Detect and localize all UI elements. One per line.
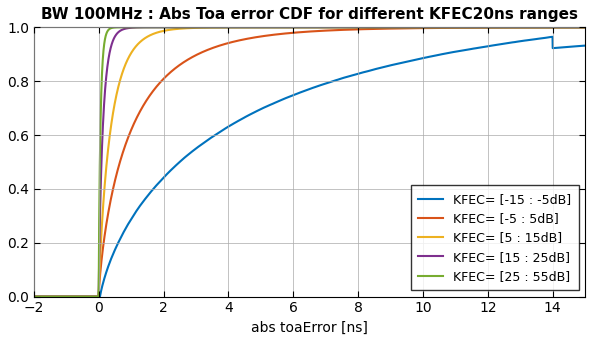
KFEC= [-5 : 5dB]: (-2, 0): 5dB]: (-2, 0) — [30, 294, 37, 299]
KFEC= [-15 : -5dB]: (5.26, 0.71): -5dB]: (5.26, 0.71) — [266, 103, 273, 107]
KFEC= [5 : 15dB]: (-0.0614, 0): 15dB]: (-0.0614, 0) — [93, 294, 100, 299]
KFEC= [-5 : 5dB]: (-0.0614, 0): 5dB]: (-0.0614, 0) — [93, 294, 100, 299]
KFEC= [-15 : -5dB]: (15, 0.932): -5dB]: (15, 0.932) — [581, 43, 588, 48]
KFEC= [-15 : -5dB]: (4.52, 0.667): -5dB]: (4.52, 0.667) — [242, 115, 249, 119]
X-axis label: abs toaError [ns]: abs toaError [ns] — [251, 321, 368, 335]
KFEC= [15 : 25dB]: (5.26, 1): 25dB]: (5.26, 1) — [266, 25, 273, 29]
KFEC= [25 : 55dB]: (-2, 0): 55dB]: (-2, 0) — [30, 294, 37, 299]
KFEC= [25 : 55dB]: (4.52, 1): 55dB]: (4.52, 1) — [242, 25, 249, 29]
KFEC= [15 : 25dB]: (0.948, 0.997): 25dB]: (0.948, 0.997) — [126, 26, 133, 30]
KFEC= [25 : 55dB]: (14.7, 1): 55dB]: (14.7, 1) — [571, 25, 578, 29]
KFEC= [5 : 15dB]: (15, 1): 15dB]: (15, 1) — [581, 25, 588, 29]
KFEC= [25 : 55dB]: (12.8, 1): 55dB]: (12.8, 1) — [511, 25, 519, 29]
KFEC= [5 : 15dB]: (5.26, 1): 15dB]: (5.26, 1) — [266, 25, 273, 29]
KFEC= [5 : 15dB]: (4.52, 1): 15dB]: (4.52, 1) — [242, 25, 249, 29]
Line: KFEC= [-5 : 5dB]: KFEC= [-5 : 5dB] — [34, 27, 585, 297]
KFEC= [25 : 55dB]: (0.948, 1): 55dB]: (0.948, 1) — [126, 25, 133, 29]
Line: KFEC= [-15 : -5dB]: KFEC= [-15 : -5dB] — [34, 37, 585, 297]
Line: KFEC= [25 : 55dB]: KFEC= [25 : 55dB] — [34, 27, 585, 297]
KFEC= [15 : 25dB]: (15, 1): 25dB]: (15, 1) — [581, 25, 588, 29]
KFEC= [-15 : -5dB]: (14, 0.965): -5dB]: (14, 0.965) — [549, 35, 556, 39]
KFEC= [-5 : 5dB]: (12.8, 0.999): 5dB]: (12.8, 0.999) — [511, 25, 519, 29]
KFEC= [15 : 25dB]: (-0.0614, 0): 25dB]: (-0.0614, 0) — [93, 294, 100, 299]
Legend: KFEC= [-15 : -5dB], KFEC= [-5 : 5dB], KFEC= [5 : 15dB], KFEC= [15 : 25dB], KFEC=: KFEC= [-15 : -5dB], KFEC= [-5 : 5dB], KF… — [411, 185, 579, 290]
KFEC= [5 : 15dB]: (12.8, 1): 15dB]: (12.8, 1) — [511, 25, 519, 29]
KFEC= [15 : 25dB]: (14.7, 1): 25dB]: (14.7, 1) — [571, 25, 578, 29]
KFEC= [5 : 15dB]: (14.7, 1): 15dB]: (14.7, 1) — [571, 25, 578, 29]
Line: KFEC= [15 : 25dB]: KFEC= [15 : 25dB] — [34, 27, 585, 297]
Line: KFEC= [5 : 15dB]: KFEC= [5 : 15dB] — [34, 27, 585, 297]
KFEC= [-15 : -5dB]: (-0.0614, 0): -5dB]: (-0.0614, 0) — [93, 294, 100, 299]
KFEC= [25 : 55dB]: (3.08, 1): 55dB]: (3.08, 1) — [195, 25, 202, 29]
KFEC= [15 : 25dB]: (7.28, 1): 25dB]: (7.28, 1) — [331, 25, 338, 29]
KFEC= [-5 : 5dB]: (5.26, 0.97): 5dB]: (5.26, 0.97) — [266, 33, 273, 37]
KFEC= [25 : 55dB]: (15, 1): 55dB]: (15, 1) — [581, 25, 588, 29]
KFEC= [5 : 15dB]: (0.948, 0.893): 15dB]: (0.948, 0.893) — [126, 54, 133, 58]
KFEC= [-5 : 5dB]: (15, 1): 5dB]: (15, 1) — [581, 25, 588, 29]
KFEC= [-15 : -5dB]: (-2, 0): -5dB]: (-2, 0) — [30, 294, 37, 299]
KFEC= [25 : 55dB]: (5.26, 1): 55dB]: (5.26, 1) — [266, 25, 273, 29]
KFEC= [15 : 25dB]: (-2, 0): 25dB]: (-2, 0) — [30, 294, 37, 299]
KFEC= [-15 : -5dB]: (0.948, 0.277): -5dB]: (0.948, 0.277) — [126, 220, 133, 224]
Title: BW 100MHz : Abs Toa error CDF for different KFEC20ns ranges: BW 100MHz : Abs Toa error CDF for differ… — [41, 7, 578, 22]
KFEC= [-15 : -5dB]: (14.7, 0.929): -5dB]: (14.7, 0.929) — [571, 44, 578, 49]
KFEC= [15 : 25dB]: (12.8, 1): 25dB]: (12.8, 1) — [511, 25, 519, 29]
KFEC= [-5 : 5dB]: (4.52, 0.956): 5dB]: (4.52, 0.956) — [242, 37, 249, 41]
KFEC= [15 : 25dB]: (4.52, 1): 25dB]: (4.52, 1) — [242, 25, 249, 29]
KFEC= [-5 : 5dB]: (14.7, 1): 5dB]: (14.7, 1) — [571, 25, 578, 29]
KFEC= [5 : 15dB]: (-2, 0): 15dB]: (-2, 0) — [30, 294, 37, 299]
KFEC= [-15 : -5dB]: (12.8, 0.945): -5dB]: (12.8, 0.945) — [511, 40, 519, 44]
KFEC= [-5 : 5dB]: (0.948, 0.603): 5dB]: (0.948, 0.603) — [126, 132, 133, 136]
KFEC= [25 : 55dB]: (-0.0614, 0): 55dB]: (-0.0614, 0) — [93, 294, 100, 299]
